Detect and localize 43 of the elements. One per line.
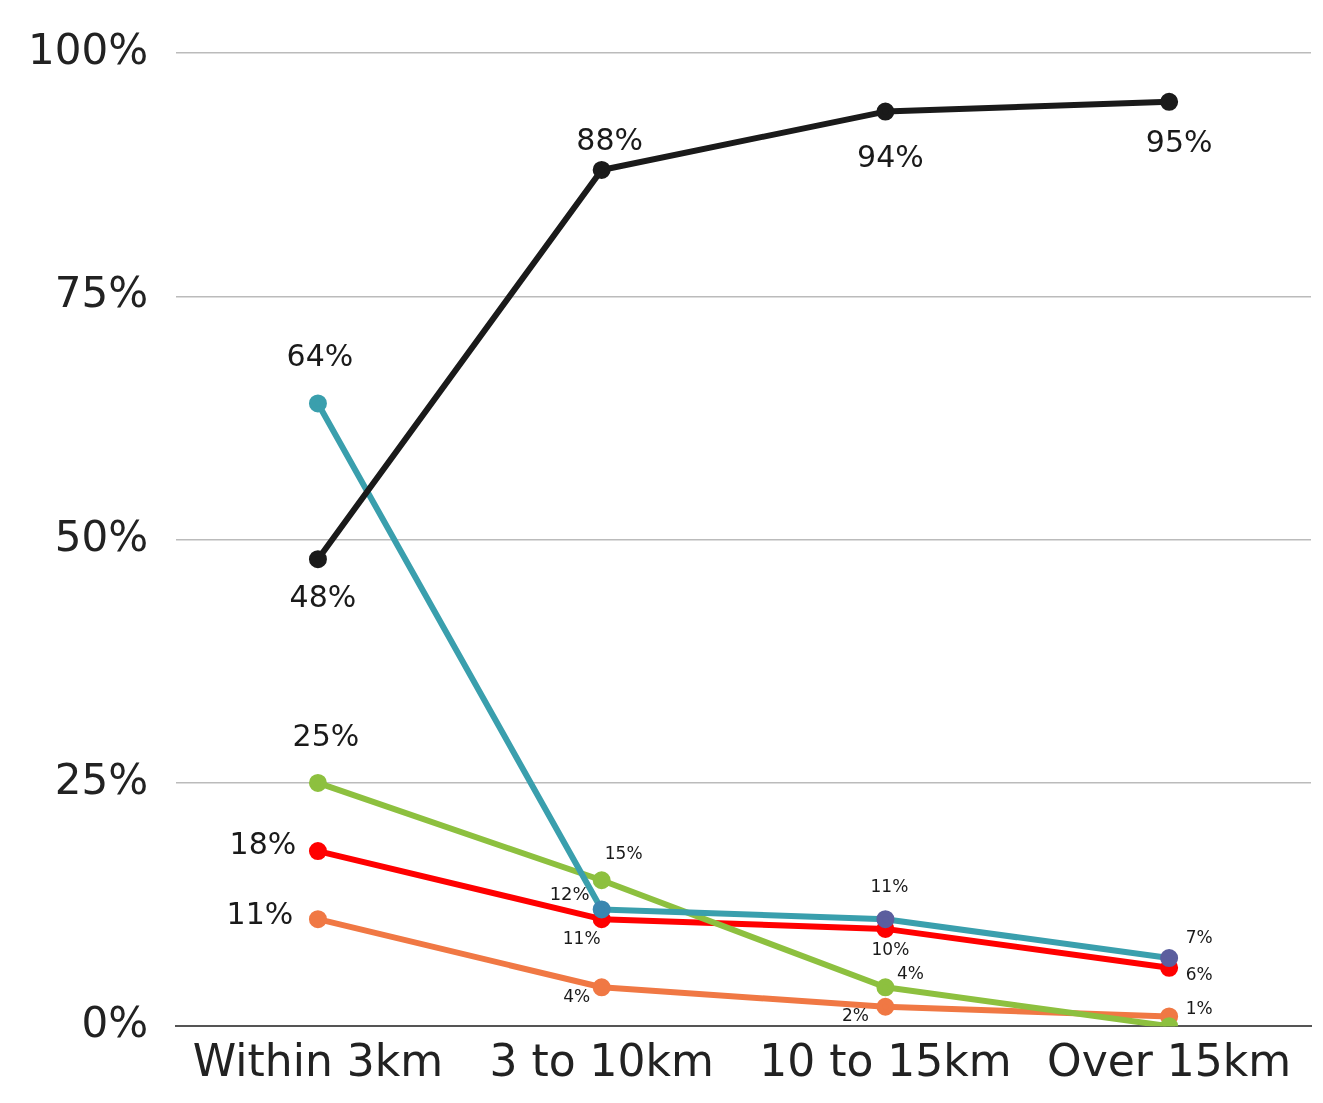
point [308, 910, 327, 929]
x-tick-label: Within 3km [192, 1035, 444, 1087]
data-label: 7% [1185, 926, 1213, 947]
point [876, 102, 895, 121]
point [592, 871, 611, 890]
x-tick-label: 10 to 15km [759, 1035, 1012, 1087]
data-label: 11% [562, 927, 601, 948]
point [592, 978, 611, 997]
data-label: 11% [226, 895, 294, 931]
data-label: 2% [841, 1005, 869, 1026]
point [592, 160, 611, 179]
y-tick-label: 25% [54, 754, 149, 804]
data-label: 11% [870, 875, 909, 896]
point [876, 997, 895, 1016]
point [1160, 92, 1179, 111]
point [592, 900, 611, 919]
point [308, 394, 327, 413]
data-label: 12% [549, 883, 590, 905]
data-label: 1% [1185, 997, 1213, 1018]
point [876, 978, 895, 997]
data-label: 18% [229, 825, 297, 861]
point [1160, 949, 1179, 968]
data-label: 10% [871, 939, 910, 960]
point [308, 842, 327, 861]
data-label: 25% [292, 717, 360, 753]
point [308, 773, 327, 792]
y-tick-label: 0% [81, 998, 149, 1048]
data-label: 64% [286, 338, 354, 374]
x-tick-label: 3 to 10km [489, 1035, 714, 1087]
data-label: 4% [896, 962, 924, 983]
data-label: 95% [1145, 123, 1213, 159]
data-label: 88% [576, 121, 644, 157]
point [308, 550, 327, 569]
y-tick-label: 50% [54, 511, 149, 561]
data-label: 4% [563, 985, 591, 1006]
data-label: 15% [604, 842, 643, 863]
point [876, 910, 895, 929]
data-label: 94% [857, 139, 924, 175]
data-label: 48% [289, 578, 357, 614]
data-label: 6% [1185, 964, 1213, 985]
x-tick-label: Over 15km [1047, 1035, 1292, 1087]
y-tick-label: 100% [28, 25, 149, 75]
y-tick-label: 75% [54, 268, 149, 318]
